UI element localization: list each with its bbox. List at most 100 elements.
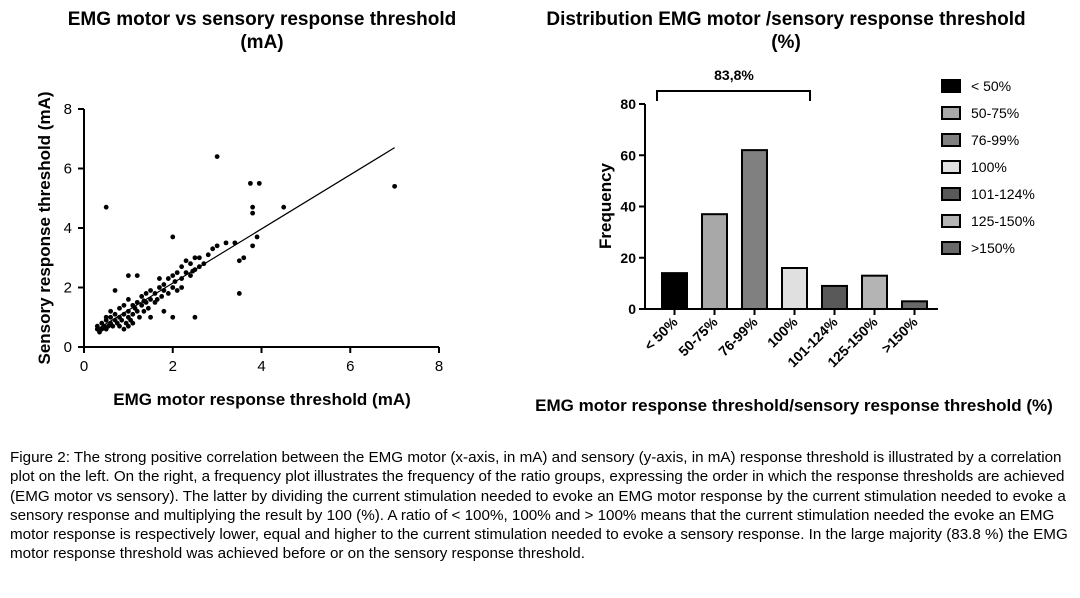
scatter-point [223,240,229,246]
legend-swatch [941,214,961,228]
scatter-point [392,183,398,189]
scatter-point [139,294,145,299]
bar-category-label: 100% [764,313,801,350]
bracket-line [656,90,811,101]
scatter-point [110,323,116,329]
scatter-y-tick-label: 6 [64,161,72,178]
bar-y-tick-label: 20 [620,250,636,266]
legend-label: 100% [971,159,1007,175]
legend-swatch [941,187,961,201]
scatter-point [281,204,287,210]
scatter-title-line1: EMG motor vs sensory response threshold [68,9,457,30]
scatter-point [130,311,136,317]
scatter-point [134,308,140,314]
scatter-point [248,180,253,186]
scatter-point [179,285,185,290]
scatter-point [236,291,242,296]
bar-category-label: 76-99% [715,313,761,359]
scatter-point [192,255,198,261]
figure: EMG motor vs sensory response threshold … [35,9,1053,415]
scatter-trendline [96,147,395,330]
legend-swatch [941,241,961,255]
scatter-point [157,285,162,290]
scatter-point [139,302,145,308]
bar-category-label: >150% [878,313,921,356]
legend-swatch [941,79,961,93]
scatter-point [236,258,242,264]
legend-swatch [941,106,961,120]
scatter-y-tick-label: 4 [64,220,72,237]
bracket-label: 83,8% [714,67,754,83]
scatter-point [188,273,193,278]
scatter-point [108,314,114,320]
scatter-point [134,273,140,278]
scatter-point [103,204,109,210]
scatter-chart: EMG motor vs sensory response threshold … [35,9,456,409]
scatter-point [112,311,118,317]
bar-x-axis-label: EMG motor response threshold/sensory res… [535,396,1053,415]
bar-title-line2: (%) [771,32,801,53]
scatter-point [214,154,220,160]
scatter-point [170,234,176,240]
scatter-y-tick-label: 2 [64,280,72,297]
scatter-point [192,314,198,320]
scatter-point [137,314,142,320]
bar-chart: Distribution EMG motor /sensory response… [535,9,1053,415]
scatter-y-axis-label: Sensory response threshold (mA) [35,91,54,364]
bar [781,267,808,310]
scatter-y-tick-label: 8 [64,101,72,118]
bar-title-line1: Distribution EMG motor /sensory response… [546,9,1025,30]
scatter-x-tick-label: 0 [80,358,88,375]
scatter-point [159,294,165,299]
legend-label: >150% [971,240,1015,256]
scatter-y-tick-label: 0 [64,339,72,356]
bar-bars [661,149,928,310]
bar [901,300,928,310]
scatter-x-tick-label: 8 [435,358,443,375]
scatter-x-axis-label: EMG motor response threshold (mA) [113,390,411,409]
scatter-point [170,273,176,278]
scatter-point [183,258,189,264]
scatter-point [174,288,180,293]
bar [661,272,688,310]
scatter-point [94,323,100,329]
scatter-point [125,273,131,278]
legend-label: < 50% [971,78,1011,94]
scatter-point [188,261,193,267]
scatter-point [121,302,127,308]
scatter-point [112,288,118,293]
figure-caption: Figure 2: The strong positive correlatio… [10,449,1068,563]
scatter-point [148,288,153,293]
scatter-point [170,285,176,290]
bar [701,213,728,310]
scatter-point [170,314,176,320]
scatter-point [214,243,220,249]
legend-label: 50-75% [971,105,1019,121]
scatter-point [117,305,122,311]
bar-y-tick-label: 0 [628,301,636,317]
scatter-point [174,270,180,276]
bar-category-label: 50-75% [675,313,721,359]
legend-label: 125-150% [971,213,1035,229]
scatter-point [141,308,147,314]
scatter-point [125,297,131,302]
legend-swatch [941,160,961,174]
scatter-point [210,246,216,252]
scatter-point [157,276,162,281]
scatter-x-tick-label: 2 [169,358,177,375]
scatter-point [148,314,153,320]
scatter-point [250,210,256,216]
scatter-point [205,252,211,258]
scatter-x-tick-label: 4 [257,358,265,375]
scatter-point [196,255,202,261]
bar-y-axis-label: Frequency [596,162,615,249]
bar-y-tick-label: 80 [620,96,636,112]
scatter-point [250,243,256,249]
scatter-point [256,180,262,186]
scatter-point [125,323,131,329]
scatter-point [143,291,149,296]
scatter-point [154,297,160,302]
scatter-point [179,264,185,270]
bar-legend: < 50% 50-75% 76-99% 100% 101-124% 125-150% >15… [941,78,1035,256]
bar-y-tick-label: 60 [620,147,636,163]
